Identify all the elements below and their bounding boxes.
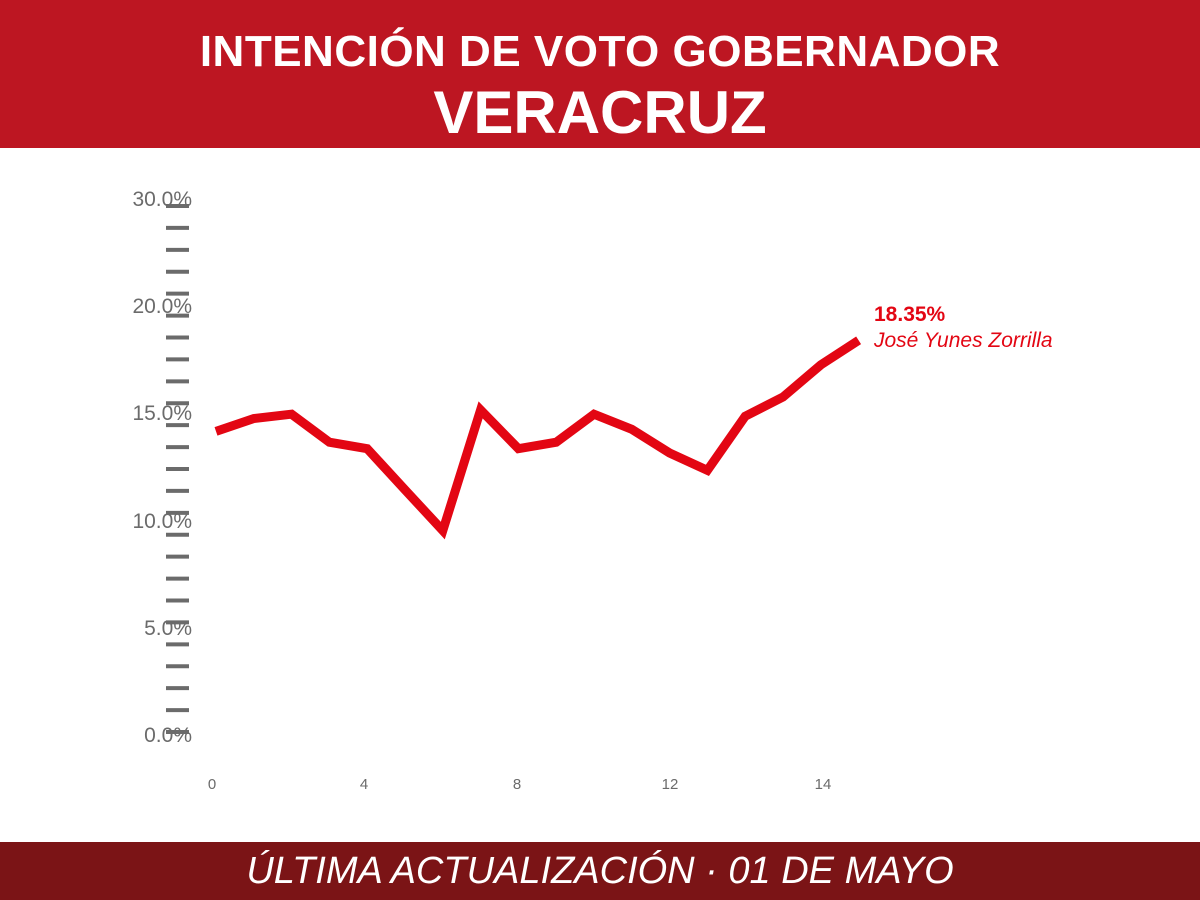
y-tick-label: 5.0% (144, 617, 192, 640)
end-value-label: 18.35% (874, 303, 946, 326)
y-tick-label: 20.0% (132, 295, 192, 318)
y-tick-label: 15.0% (132, 402, 192, 425)
series-layer (214, 336, 862, 540)
series-line (214, 336, 862, 540)
line-chart: 30.0% 20.0% 15.0% 10.0% 5.0% 0.0% 0 4 8 12 14 18.… (132, 188, 1053, 793)
title-line-1: INTENCIÓN DE VOTO GOBERNADOR (199, 27, 1001, 76)
footer-banner: ÚLTIMA ACTUALIZACIÓN · 01 DE MAYO (0, 842, 1200, 900)
x-tick-label: 0 (208, 776, 216, 793)
last-update-text: ÚLTIMA ACTUALIZACIÓN · 01 DE MAYO (246, 850, 954, 892)
x-tick-label: 14 (815, 776, 832, 793)
series-name-label: José Yunes Zorrilla (873, 329, 1053, 352)
y-axis: 30.0% 20.0% 15.0% 10.0% 5.0% 0.0% (132, 188, 192, 747)
y-tick-label: 0.0% (144, 724, 192, 747)
x-tick-label: 8 (513, 776, 521, 793)
y-tick-label: 10.0% (132, 510, 192, 533)
header-banner: INTENCIÓN DE VOTO GOBERNADOR VERACRUZ (0, 0, 1200, 148)
x-tick-label: 4 (360, 776, 368, 793)
y-tick-label: 30.0% (132, 188, 192, 211)
x-tick-label: 12 (662, 776, 679, 793)
title-line-2: VERACRUZ (433, 79, 767, 146)
x-axis: 0 4 8 12 14 (208, 776, 832, 793)
